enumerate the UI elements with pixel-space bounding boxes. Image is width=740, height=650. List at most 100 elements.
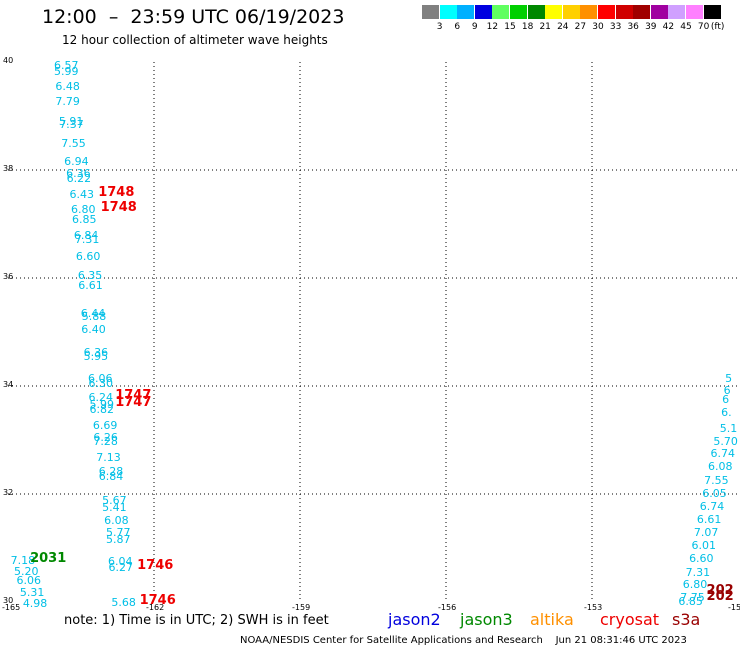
credit-footer: NOAA/NESDIS Center for Satellite Applica… [240, 635, 687, 646]
colorbar-swatch [703, 5, 721, 19]
swh-value: 6.85 [71, 213, 97, 227]
swh-value: 6.26 [93, 431, 118, 445]
lon-axis-label: -156 [438, 603, 457, 612]
colorbar-swatch [492, 5, 510, 19]
colorbar-swatch [545, 5, 563, 19]
swh-value: 6.08 [708, 460, 733, 474]
colorbar-tick-label: 24 [557, 22, 569, 32]
colorbar-tick-label: 39 [645, 22, 657, 32]
colorbar-tick-label: 12 [486, 22, 499, 32]
pass-time-label: 202 [706, 582, 734, 598]
lat-axis-label: 32 [3, 488, 14, 497]
mission-legend-item: altika [530, 610, 574, 629]
colorbar-tick-label: 36 [627, 22, 639, 32]
swh-value: 5.70 [713, 434, 738, 448]
lon-axis-label: -153 [584, 603, 603, 612]
footnote: note: 1) Time is in UTC; 2) SWH is in fe… [64, 613, 329, 628]
swh-value: 6.82 [89, 403, 114, 417]
lon-axis-label: -159 [292, 603, 311, 612]
swh-value: 6.05 [702, 486, 727, 500]
swh-value: 6.08 [104, 513, 129, 527]
swh-value: 5.77 [106, 526, 131, 540]
colorbar-tick-label: 45 [680, 22, 692, 32]
colorbar-swatch [474, 5, 492, 19]
lon-axis-label: -165 [2, 603, 21, 612]
swh-value: 6.80 [71, 203, 96, 217]
swh-value: 5.41 [102, 500, 127, 514]
colorbar-tick-label: 3 [436, 22, 443, 32]
lon-axis-label: -150 [728, 603, 740, 612]
colorbar-tick-label: 42 [662, 22, 675, 32]
chart-title: 12:00 – 23:59 UTC 06/19/2023 [42, 6, 345, 28]
colorbar-tick-label: 6 [454, 22, 461, 32]
swh-value: 6.35 [77, 268, 103, 282]
colorbar-unit: (ft) [710, 22, 725, 32]
colorbar-swatch [633, 5, 651, 19]
mission-legend-item: jason3 [460, 610, 513, 629]
swh-value: 6 [723, 384, 731, 398]
colorbar-tick-label: 18 [521, 22, 534, 32]
swh-value: 4.98 [22, 597, 48, 611]
swh-value: 6.40 [81, 322, 106, 336]
swh-value: 6.22 [66, 172, 92, 186]
swh-value: 6.30 [88, 376, 114, 390]
pass-time-label: 2031 [30, 550, 67, 566]
swh-value: 5.95 [83, 350, 109, 364]
swh-value: 6.28 [98, 465, 124, 479]
swh-value: 7.07 [693, 526, 719, 540]
swh-value: 5.87 [106, 532, 131, 546]
swh-value: 6.60 [75, 250, 101, 264]
colorbar-tick-label: 30 [592, 22, 604, 32]
swh-value: 6.27 [108, 560, 133, 574]
swh-value: 6.36 [66, 166, 91, 180]
lat-axis-label: 40 [3, 56, 14, 65]
colorbar-tick-label: 27 [574, 22, 587, 32]
swh-value: 5.88 [81, 309, 107, 323]
swh-value: 5.31 [19, 585, 45, 599]
lat-axis-label: 38 [3, 164, 14, 173]
colorbar-tick-label: 15 [504, 22, 516, 32]
swh-value: 5.99 [89, 398, 114, 412]
swh-value: 6.74 [699, 499, 725, 513]
mission-legend-item: s3a [672, 610, 701, 629]
swh-value: 7.18 [10, 553, 36, 567]
colorbar-swatch [686, 5, 703, 19]
colorbar-tick-label: 21 [539, 22, 551, 32]
swh-value: 5.67 [102, 494, 127, 508]
colorbar-swatch [598, 5, 615, 19]
swh-value: 7.31 [685, 565, 711, 579]
swh-value: 6 [722, 392, 730, 406]
colorbar-swatch [457, 5, 475, 19]
swh-value: 5.20 [14, 564, 39, 578]
colorbar-tick-label: 33 [609, 22, 622, 32]
swh-value: 5 [725, 372, 733, 386]
pass-time-label: 1748 [98, 185, 135, 201]
swh-value: 6.84 [98, 469, 124, 483]
colorbar-swatch [510, 5, 527, 19]
colorbar-swatch [650, 5, 668, 19]
lat-axis-label: 36 [3, 272, 14, 281]
colorbar-swatch [580, 5, 598, 19]
swh-value: 5.91 [58, 115, 84, 129]
swh-value: 7.55 [61, 137, 86, 150]
lat-lon-grid [8, 62, 738, 602]
swh-value: 6.69 [92, 419, 118, 433]
swh-value: 7.55 [704, 473, 729, 487]
pass-time-label: 1746 [137, 557, 174, 573]
colorbar-swatch [668, 5, 686, 19]
swh-value: 6.94 [64, 155, 89, 169]
colorbar-swatch [439, 5, 457, 19]
colorbar-swatch [562, 5, 580, 19]
swh-value: 6.43 [69, 188, 95, 202]
colorbar-tick-label: 9 [471, 22, 478, 32]
swh-value: 7.28 [93, 435, 118, 449]
swh-value: 6.04 [107, 554, 133, 568]
mission-legend-item: jason2 [388, 610, 441, 629]
lat-axis-label: 30 [3, 596, 14, 605]
swh-value: 6.84 [73, 229, 99, 243]
swh-value: 6.57 [53, 59, 79, 73]
swh-value: 6.74 [710, 446, 735, 460]
swh-value: 6.44 [80, 307, 106, 321]
swh-value: 6. [721, 405, 732, 419]
